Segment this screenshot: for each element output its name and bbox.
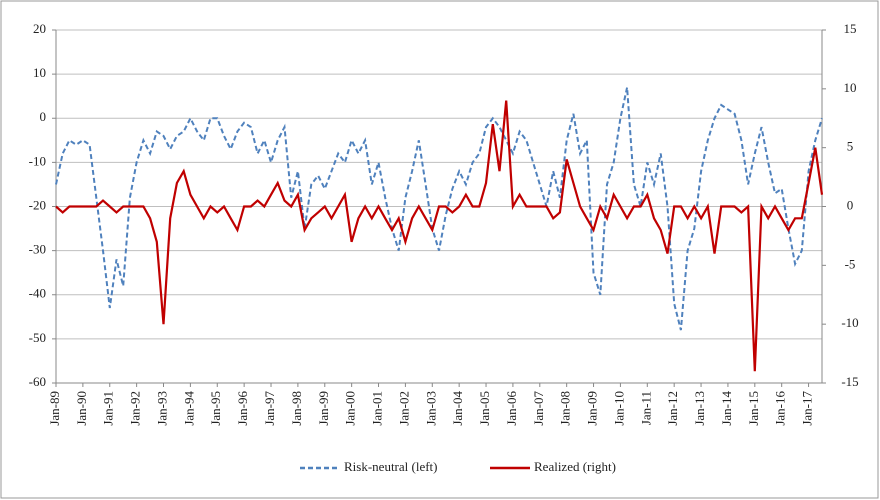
x-tick-label: Jan-04 [450, 391, 465, 426]
x-tick-label: Jan-05 [477, 391, 492, 426]
x-tick-label: Jan-93 [154, 391, 169, 426]
x-tick-label: Jan-11 [638, 391, 653, 425]
series-line [55, 87, 823, 331]
x-tick-label: Jan-97 [262, 391, 277, 426]
y-tick-label: -30 [29, 242, 46, 257]
x-tick-label: Jan-15 [746, 391, 761, 426]
y-tick-label: 20 [33, 21, 46, 36]
x-tick-label: Jan-07 [531, 391, 546, 426]
y2-tick-label: 0 [847, 197, 854, 212]
x-tick-label: Jan-02 [396, 391, 411, 426]
legend-label: Realized (right) [534, 459, 616, 474]
y-tick-label: -10 [29, 153, 46, 168]
y-tick-label: -50 [29, 330, 46, 345]
y-tick-label: -20 [29, 197, 46, 212]
y2-tick-label: 15 [844, 21, 857, 36]
y-tick-label: 0 [40, 109, 47, 124]
x-tick-label: Jan-96 [235, 391, 250, 426]
x-tick-label: Jan-12 [665, 391, 680, 426]
x-tick-label: Jan-03 [423, 391, 438, 426]
x-tick-label: Jan-01 [370, 391, 385, 426]
x-tick-label: Jan-16 [773, 391, 788, 426]
y2-tick-label: 10 [844, 80, 857, 95]
x-tick-label: Jan-09 [585, 391, 600, 426]
x-tick-label: Jan-91 [101, 391, 116, 426]
x-tick-label: Jan-13 [692, 391, 707, 426]
y-tick-label: 10 [33, 65, 46, 80]
legend-label: Risk-neutral (left) [344, 459, 438, 474]
y2-tick-label: 5 [847, 139, 854, 154]
series-line [55, 100, 824, 372]
y2-tick-label: -10 [841, 315, 858, 330]
x-tick-label: Jan-17 [800, 391, 815, 426]
x-tick-label: Jan-90 [74, 391, 89, 426]
x-tick-label: Jan-89 [47, 391, 62, 426]
x-tick-label: Jan-14 [719, 391, 734, 426]
x-tick-label: Jan-08 [558, 391, 573, 426]
x-tick-label: Jan-95 [208, 391, 223, 426]
x-tick-label: Jan-98 [289, 391, 304, 426]
x-tick-label: Jan-10 [611, 391, 626, 426]
x-tick-label: Jan-92 [128, 391, 143, 426]
y2-tick-label: -5 [845, 256, 856, 271]
x-tick-label: Jan-00 [343, 391, 358, 426]
x-tick-label: Jan-06 [504, 391, 519, 426]
y2-tick-label: -15 [841, 374, 858, 389]
x-tick-label: Jan-99 [316, 391, 331, 426]
y-tick-label: -60 [29, 374, 46, 389]
x-tick-label: Jan-94 [181, 391, 196, 426]
y-tick-label: -40 [29, 286, 46, 301]
